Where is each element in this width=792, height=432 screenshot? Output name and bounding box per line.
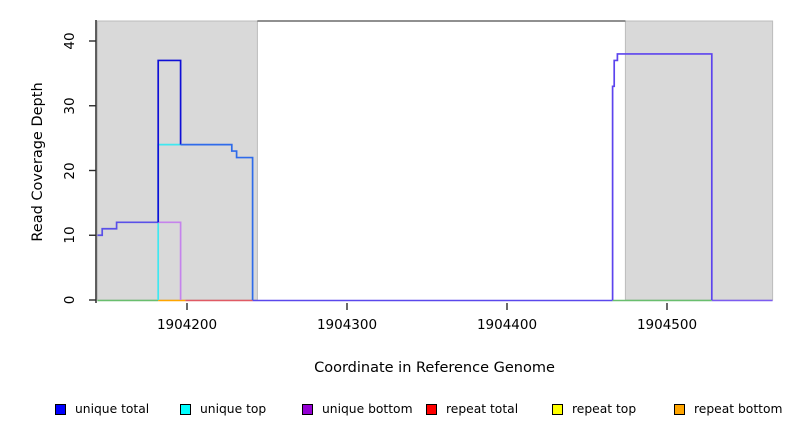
legend: unique total unique top unique bottom repea… xyxy=(0,398,792,422)
shaded-region-0 xyxy=(96,20,258,301)
y-tick-label: 40 xyxy=(62,32,78,50)
x-tick-label: 1904500 xyxy=(636,317,698,333)
y-axis-title: Read Coverage Depth xyxy=(30,82,46,242)
legend-item-unique-top: unique top xyxy=(180,398,266,420)
legend-label: repeat bottom xyxy=(694,402,783,416)
legend-swatch xyxy=(302,403,313,415)
x-axis-title: Coordinate in Reference Genome xyxy=(314,360,555,376)
unique-total-peak-box xyxy=(157,59,182,223)
legend-swatch xyxy=(426,403,437,415)
legend-label: unique total xyxy=(75,402,150,416)
legend-label: repeat top xyxy=(572,402,637,416)
shaded-region-1 xyxy=(624,20,774,301)
unique-bottom-line xyxy=(158,221,182,300)
legend-item-unique-bottom: unique bottom xyxy=(302,398,413,420)
x-tick-label: 1904400 xyxy=(476,317,538,333)
y-tick-label: 20 xyxy=(62,161,78,180)
y-tick-label: 10 xyxy=(62,226,78,244)
legend-swatch xyxy=(55,403,66,415)
legend-label: unique top xyxy=(200,402,267,416)
legend-item-repeat-total: repeat total xyxy=(426,398,518,420)
x-tick-label: 1904200 xyxy=(156,317,218,333)
legend-item-repeat-bottom: repeat bottom xyxy=(674,398,782,420)
y-tick-label: 0 xyxy=(62,295,78,305)
legend-swatch xyxy=(180,403,191,415)
legend-swatch xyxy=(674,403,685,415)
unique-total-left-steps xyxy=(97,221,159,237)
right-coverage-box xyxy=(611,53,713,300)
unique-total-shelf xyxy=(180,143,254,300)
legend-label: unique bottom xyxy=(322,402,413,416)
y-tick-label: 30 xyxy=(62,97,78,115)
legend-item-repeat-top: repeat top xyxy=(552,398,636,420)
legend-label: repeat total xyxy=(446,402,519,416)
legend-item-unique-total: unique total xyxy=(55,398,149,420)
x-tick-label: 1904300 xyxy=(316,317,378,333)
legend-swatch xyxy=(552,403,563,415)
